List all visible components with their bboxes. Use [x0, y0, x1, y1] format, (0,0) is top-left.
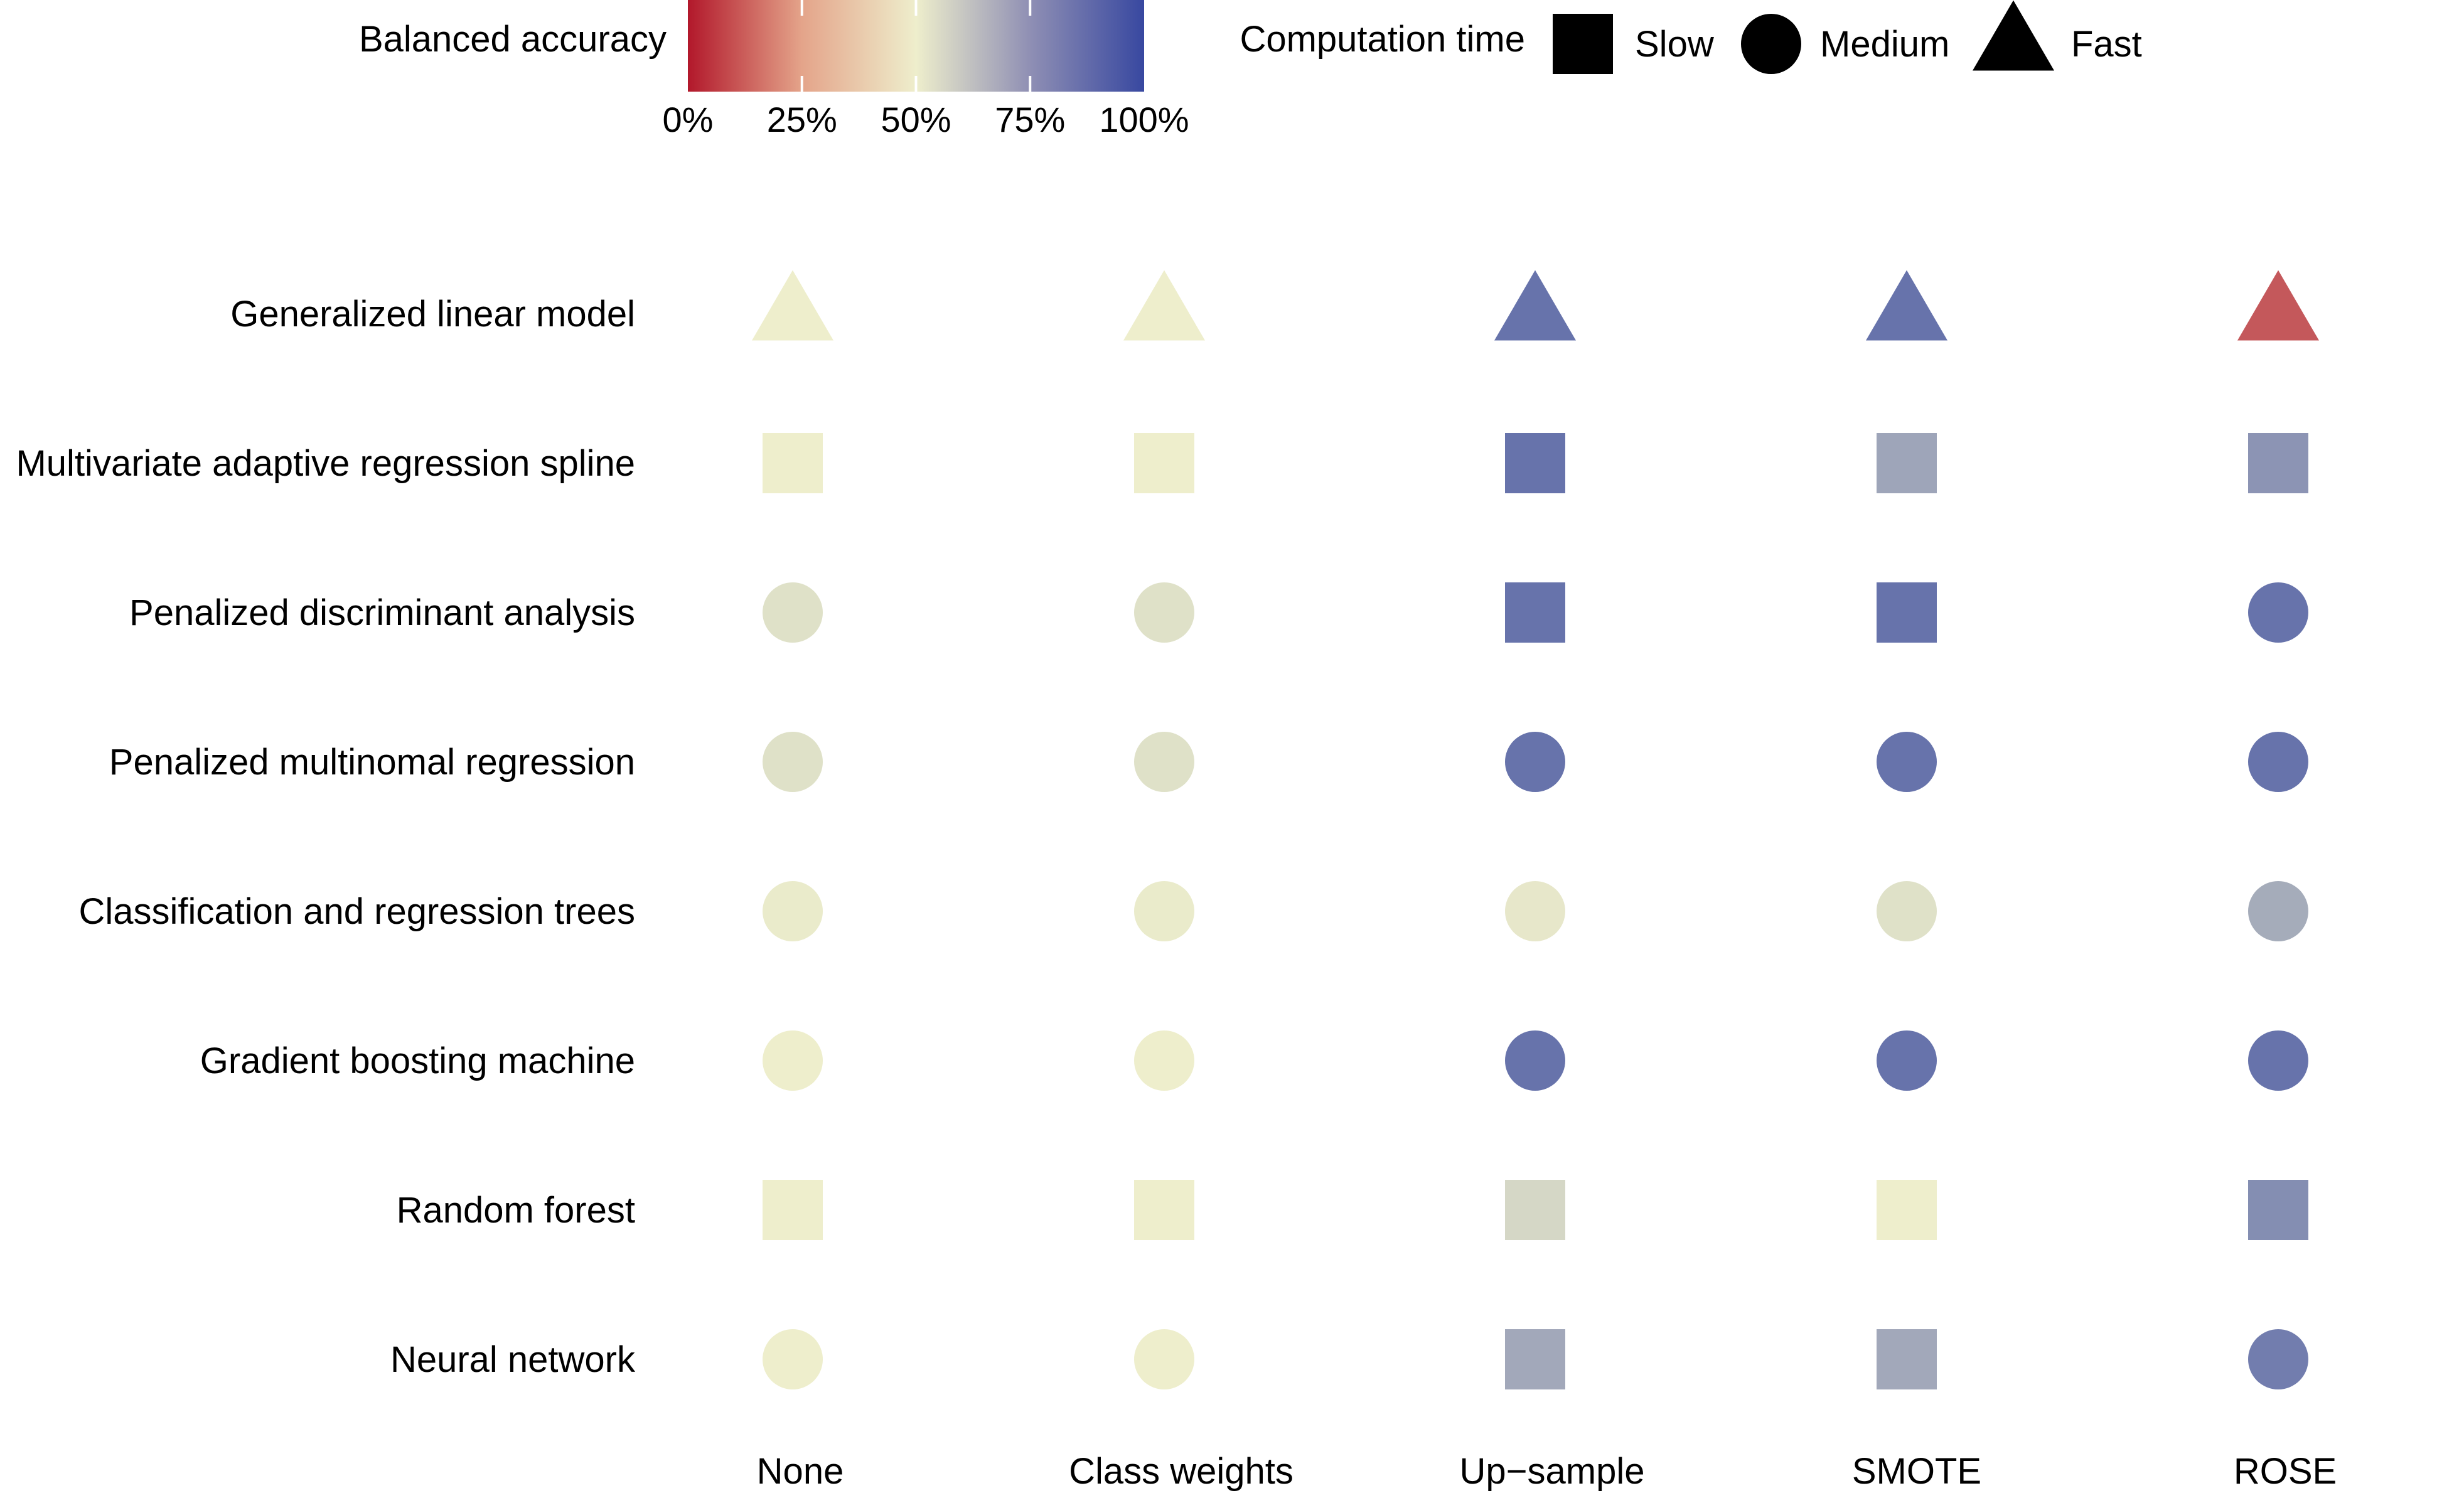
color-legend-tick-label: 25%	[767, 100, 837, 139]
data-mark	[1134, 732, 1194, 792]
data-mark	[1134, 881, 1194, 941]
marks	[752, 270, 2319, 1389]
data-mark	[2248, 881, 2308, 941]
color-legend-title: Balanced accuracy	[359, 19, 667, 60]
data-mark	[2248, 1030, 2308, 1091]
row-label: Generalized linear model	[230, 294, 635, 334]
data-mark	[763, 732, 823, 792]
data-mark	[1505, 732, 1565, 792]
color-legend: Balanced accuracy 0% 25% 50% 75% 100%	[359, 0, 1189, 139]
row-label: Classification and regression trees	[78, 891, 635, 932]
data-mark	[1877, 1180, 1937, 1240]
shape-legend-label: Medium	[1820, 24, 1949, 65]
color-legend-tick-label: 0%	[663, 100, 714, 139]
row-label: Gradient boosting machine	[200, 1041, 635, 1081]
data-mark	[1505, 881, 1565, 941]
data-mark	[2248, 433, 2308, 493]
color-legend-tick-label: 100%	[1099, 100, 1189, 139]
shape-legend-label: Slow	[1635, 24, 1715, 65]
shape-legend-title: Computation time	[1240, 19, 1525, 60]
color-legend-tick-label: 75%	[995, 100, 1065, 139]
color-legend-tick-label: 50%	[881, 100, 951, 139]
column-label: ROSE	[2234, 1451, 2337, 1492]
data-mark	[1123, 270, 1205, 341]
shape-legend-triangle-icon	[1973, 0, 2054, 71]
shape-legend-circle-icon	[1741, 14, 1801, 74]
row-label: Penalized multinomal regression	[109, 742, 635, 783]
row-label: Penalized discriminant analysis	[129, 592, 635, 633]
data-mark	[1134, 1030, 1194, 1091]
data-mark	[1134, 1180, 1194, 1240]
data-mark	[2248, 1329, 2308, 1389]
data-mark	[1877, 881, 1937, 941]
data-mark	[1134, 1329, 1194, 1389]
row-labels: Generalized linear model Multivariate ada…	[16, 294, 636, 1380]
data-mark	[752, 270, 833, 341]
data-mark	[1877, 433, 1937, 493]
row-label: Neural network	[390, 1339, 636, 1380]
data-mark	[1505, 1180, 1565, 1240]
shape-legend-label: Fast	[2071, 24, 2142, 65]
column-label: None	[757, 1451, 844, 1492]
data-mark	[763, 881, 823, 941]
data-mark	[763, 1180, 823, 1240]
data-mark	[763, 433, 823, 493]
column-label: Class weights	[1069, 1451, 1294, 1492]
data-mark	[1877, 582, 1937, 643]
data-mark	[1866, 270, 1947, 341]
data-mark	[1505, 1030, 1565, 1091]
data-mark	[1505, 433, 1565, 493]
data-mark	[1877, 1329, 1937, 1389]
data-mark	[1134, 433, 1194, 493]
data-mark	[2248, 1180, 2308, 1240]
shape-legend: Computation time Slow Medium Fast	[1240, 0, 2142, 74]
row-label: Random forest	[397, 1190, 635, 1231]
data-mark	[2248, 732, 2308, 792]
data-mark	[763, 1030, 823, 1091]
row-label: Multivariate adaptive regression spline	[16, 443, 635, 484]
column-label: Up−sample	[1460, 1451, 1645, 1492]
data-mark	[1877, 732, 1937, 792]
shape-legend-square-icon	[1553, 14, 1613, 74]
data-mark	[1494, 270, 1576, 341]
data-mark	[1505, 1329, 1565, 1389]
data-mark	[763, 1329, 823, 1389]
data-mark	[1877, 1030, 1937, 1091]
shape-legend-items: Slow Medium Fast	[1553, 0, 2142, 74]
data-mark	[2237, 270, 2319, 341]
data-mark	[2248, 582, 2308, 643]
data-mark	[1134, 582, 1194, 643]
column-labels: None Class weights Up−sample SMOTE ROSE	[757, 1451, 2337, 1492]
data-mark	[763, 582, 823, 643]
data-mark	[1505, 582, 1565, 643]
column-label: SMOTE	[1852, 1451, 1981, 1492]
color-legend-ticks: 0% 25% 50% 75% 100%	[663, 0, 1189, 139]
